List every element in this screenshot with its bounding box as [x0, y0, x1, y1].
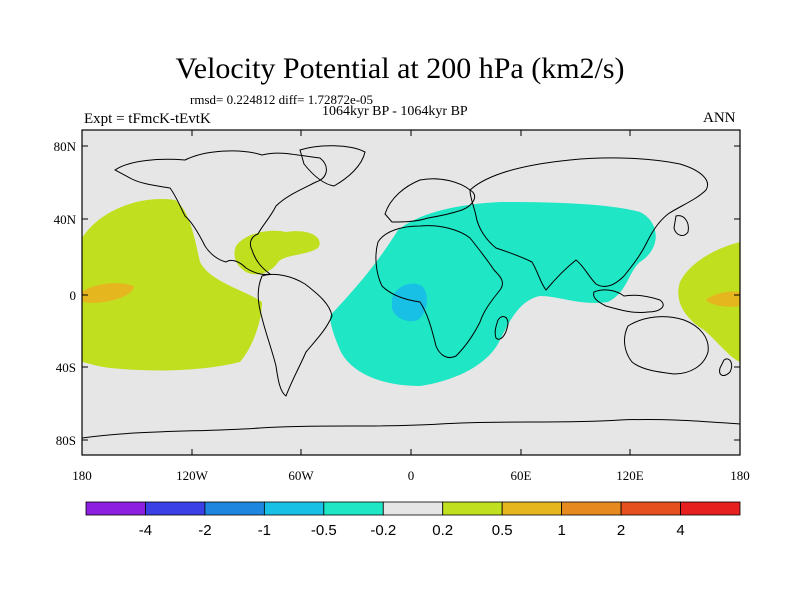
colorbar-swatch — [323, 501, 384, 516]
coastline-asia — [469, 157, 708, 291]
lat-tick-label: 0 — [70, 288, 77, 303]
contour-positive-caribbean — [234, 230, 320, 275]
axis-labels: 80N 40N 0 40S 80S 180 120W 60W 0 60E 120E 180 — [54, 139, 750, 483]
lon-tick-label: 180 — [730, 468, 750, 483]
contour-positive-east-pacific — [82, 199, 262, 371]
experiment-label: Expt = tFmcK-tEvtK — [84, 111, 211, 127]
colorbar-swatch — [263, 501, 325, 516]
lon-tick-label: 120E — [616, 468, 644, 483]
colorbar-label: -2 — [198, 522, 211, 539]
lon-tick-label: 60W — [288, 468, 314, 483]
lat-tick-label: 40N — [54, 212, 77, 227]
lat-tick-label: 80N — [54, 139, 77, 154]
lon-tick-label: 180 — [72, 468, 92, 483]
coastline-japan — [673, 215, 689, 236]
coastline-maritime-continent — [593, 289, 664, 313]
contour-core-east-pacific — [82, 283, 134, 303]
colorbar-label: -0.2 — [370, 522, 396, 539]
colorbar-swatch — [85, 501, 146, 516]
lat-tick-label: 40S — [56, 360, 76, 375]
colorbar-swatch — [501, 501, 563, 516]
colorbar-label: -0.5 — [311, 522, 337, 539]
coastline-south-america — [257, 273, 333, 397]
map-frame — [81, 129, 741, 456]
season-label: ANN — [703, 110, 736, 126]
colorbar-swatch — [620, 501, 681, 516]
colorbar-swatch — [382, 501, 444, 516]
colorbar-swatch — [680, 501, 741, 516]
colorbar-label: -4 — [139, 522, 152, 539]
coastline-madagascar — [494, 316, 509, 340]
coastline-new-zealand — [719, 358, 733, 376]
colorbar-label: 0.5 — [492, 522, 513, 539]
page-title: Velocity Potential at 200 hPa (km2/s) — [175, 52, 625, 85]
colorbar: -4 -2 -1 -0.5 -0.2 0.2 0.5 1 2 4 — [85, 501, 741, 539]
period-label: 1064kyr BP - 1064kyr BP — [322, 104, 468, 119]
lat-tick-label: 80S — [56, 433, 76, 448]
colorbar-swatch — [442, 501, 503, 516]
coastline-greenland — [299, 145, 366, 187]
coastline-north-america — [114, 150, 327, 275]
rmsd-label: rmsd= 0.224812 diff= 1.72872e-05 — [190, 92, 374, 107]
colorbar-label: -1 — [258, 522, 271, 539]
colorbar-label: 2 — [617, 522, 625, 539]
lon-tick-label: 120W — [176, 468, 209, 483]
contour-fields — [82, 199, 740, 386]
contour-negative-africa-indian — [330, 202, 656, 386]
coastline-antarctica — [82, 418, 740, 439]
coastlines — [82, 145, 740, 439]
colorbar-label: 1 — [557, 522, 565, 539]
contour-core-central-africa — [392, 283, 427, 322]
lon-tick-label: 60E — [511, 468, 532, 483]
lon-tick-label: 0 — [408, 468, 415, 483]
colorbar-label: 4 — [676, 522, 684, 539]
coastline-australia — [624, 316, 709, 375]
contour-core-west-pacific — [706, 291, 740, 307]
colorbar-label: 0.2 — [432, 522, 453, 539]
coastline-africa — [375, 225, 503, 359]
colorbar-swatch — [145, 501, 206, 516]
colorbar-swatch — [561, 501, 622, 516]
colorbar-swatch — [204, 501, 265, 516]
